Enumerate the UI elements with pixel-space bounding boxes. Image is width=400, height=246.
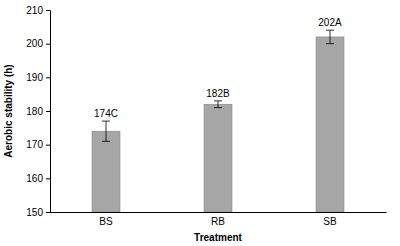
tick-label: 160 xyxy=(26,173,43,184)
bar xyxy=(204,104,232,212)
data-label: 202A xyxy=(318,17,342,28)
plot: 150 160 170 180 190 200 210 BS RB SB 174C 182B 202A xyxy=(26,5,386,227)
tick: 160 xyxy=(26,173,50,184)
x-axis: BS RB SB xyxy=(51,212,387,227)
tick-mark xyxy=(46,111,50,112)
bar xyxy=(316,37,344,212)
x-axis-title: Treatment xyxy=(194,232,242,243)
bar xyxy=(92,131,120,212)
tick: SB xyxy=(323,212,337,227)
tick-label: 150 xyxy=(26,207,43,218)
tick: 200 xyxy=(26,38,50,49)
tick: 170 xyxy=(26,139,50,150)
tick-label: BS xyxy=(99,216,113,227)
tick: 180 xyxy=(26,106,50,117)
data-labels: 174C 182B 202A xyxy=(94,17,342,119)
tick-label: 200 xyxy=(26,38,43,49)
tick-label: 190 xyxy=(26,72,43,83)
tick-label: 210 xyxy=(26,5,43,16)
y-axis: 150 160 170 180 190 200 210 xyxy=(26,5,50,218)
tick: BS xyxy=(99,212,113,227)
data-label: 182B xyxy=(206,88,230,99)
tick-mark xyxy=(46,178,50,179)
axis-line xyxy=(51,212,387,213)
error-bar xyxy=(214,101,222,108)
tick-label: RB xyxy=(211,216,225,227)
tick-label: 180 xyxy=(26,106,43,117)
tick-mark xyxy=(46,212,50,213)
data-label: 174C xyxy=(94,108,118,119)
tick-mark xyxy=(46,77,50,78)
error-bar xyxy=(102,121,110,141)
tick-mark xyxy=(46,44,50,45)
marks xyxy=(92,30,344,212)
tick: 210 xyxy=(26,5,50,16)
y-axis-title: Aerobic stability (h) xyxy=(3,64,14,157)
tick: 150 xyxy=(26,207,50,218)
tick: 190 xyxy=(26,72,50,83)
tick-mark xyxy=(46,10,50,11)
tick: RB xyxy=(211,212,225,227)
axis-line xyxy=(46,11,51,213)
tick-mark xyxy=(46,145,50,146)
tick-label: 170 xyxy=(26,139,43,150)
error-bar xyxy=(326,30,334,43)
tick-label: SB xyxy=(323,216,337,227)
chart: 150 160 170 180 190 200 210 BS RB SB 174C 182B 202A A… xyxy=(0,0,400,246)
